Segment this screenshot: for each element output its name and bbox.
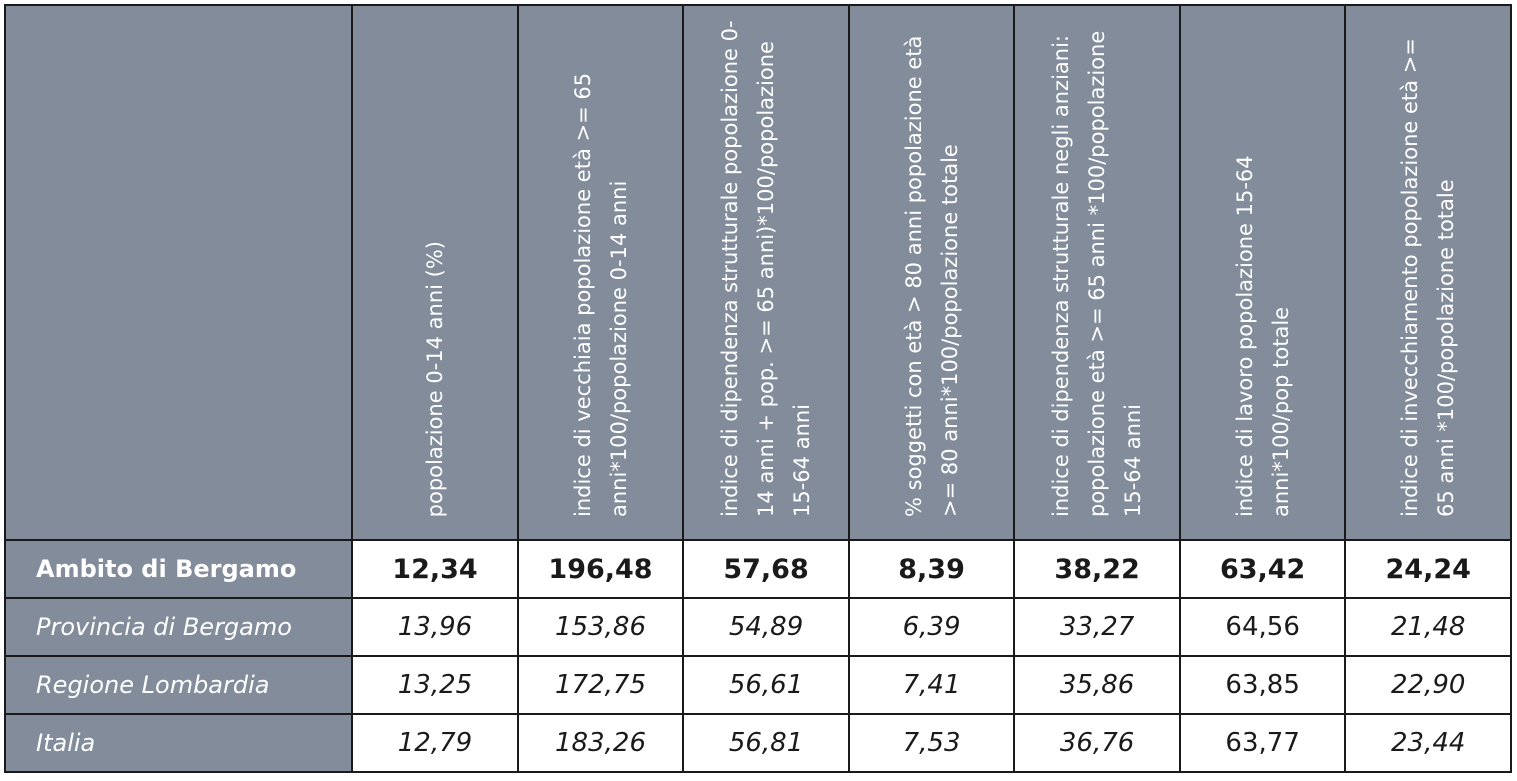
table-row-ambito-bergamo: Ambito di Bergamo 12,34 196,48 57,68 8,3…: [3, 539, 1512, 599]
column-header: popolazione 0-14 anni (%): [351, 4, 519, 541]
header-corner: [3, 4, 354, 541]
row-label: Regione Lombardia: [3, 655, 354, 715]
table-cell: 38,22: [1013, 539, 1181, 599]
table-cell: 57,68: [682, 539, 850, 599]
table-cell: 153,86: [516, 597, 685, 657]
column-header: indice di vecchiaia popolazione età >= 6…: [516, 4, 685, 541]
table-cell: 23,44: [1344, 713, 1512, 773]
table-cell: 12,79: [351, 713, 519, 773]
demographic-indicators-table: popolazione 0-14 anni (%) indice di vecc…: [3, 4, 1512, 773]
table-cell: 6,39: [847, 597, 1016, 657]
column-header: indice di lavoro popolazione 15-64 anni*…: [1178, 4, 1347, 541]
table-cell: 36,76: [1013, 713, 1181, 773]
table-cell: 7,53: [847, 713, 1016, 773]
column-header-label: popolazione 0-14 anni (%): [422, 240, 447, 517]
table-cell: 24,24: [1344, 539, 1512, 599]
table-cell: 13,96: [351, 597, 519, 657]
column-header: indice di dipendenza strutturale negli a…: [1013, 4, 1181, 541]
column-header-label: indice di lavoro popolazione 15-64 anni*…: [1232, 155, 1293, 517]
table-cell: 33,27: [1013, 597, 1181, 657]
table-cell: 63,85: [1178, 655, 1347, 715]
table-row-italia: Italia 12,79 183,26 56,81 7,53 36,76 63,…: [3, 713, 1512, 773]
table-cell: 56,61: [682, 655, 850, 715]
table-cell: 8,39: [847, 539, 1016, 599]
table-cell: 63,77: [1178, 713, 1347, 773]
column-header-label: indice di vecchiaia popolazione età >= 6…: [570, 72, 631, 517]
table-cell: 172,75: [516, 655, 685, 715]
table-cell: 196,48: [516, 539, 685, 599]
table-cell: 183,26: [516, 713, 685, 773]
table-cell: 22,90: [1344, 655, 1512, 715]
column-header: indice di dipendenza strutturale popolaz…: [682, 4, 850, 541]
row-label: Ambito di Bergamo: [3, 539, 354, 599]
column-header-label: indice di dipendenza strutturale negli a…: [1049, 30, 1146, 517]
table-cell: 7,41: [847, 655, 1016, 715]
table-cell: 63,42: [1178, 539, 1347, 599]
table-cell: 35,86: [1013, 655, 1181, 715]
table-row-regione-lombardia: Regione Lombardia 13,25 172,75 56,61 7,4…: [3, 655, 1512, 715]
table-cell: 21,48: [1344, 597, 1512, 657]
header-row: popolazione 0-14 anni (%) indice di vecc…: [3, 4, 1512, 541]
column-header-label: indice di invecchiamento popolazione età…: [1398, 38, 1459, 517]
table-cell: 54,89: [682, 597, 850, 657]
row-label: Italia: [3, 713, 354, 773]
table-cell: 12,34: [351, 539, 519, 599]
table-row-provincia-bergamo: Provincia di Bergamo 13,96 153,86 54,89 …: [3, 597, 1512, 657]
column-header: % soggetti con età > 80 anni popolazione…: [847, 4, 1016, 541]
table-cell: 56,81: [682, 713, 850, 773]
table-cell: 64,56: [1178, 597, 1347, 657]
column-header-label: % soggetti con età > 80 anni popolazione…: [901, 35, 962, 517]
column-header-label: indice di dipendenza strutturale popolaz…: [718, 20, 815, 517]
column-header: indice di invecchiamento popolazione età…: [1344, 4, 1512, 541]
table-cell: 13,25: [351, 655, 519, 715]
row-label: Provincia di Bergamo: [3, 597, 354, 657]
